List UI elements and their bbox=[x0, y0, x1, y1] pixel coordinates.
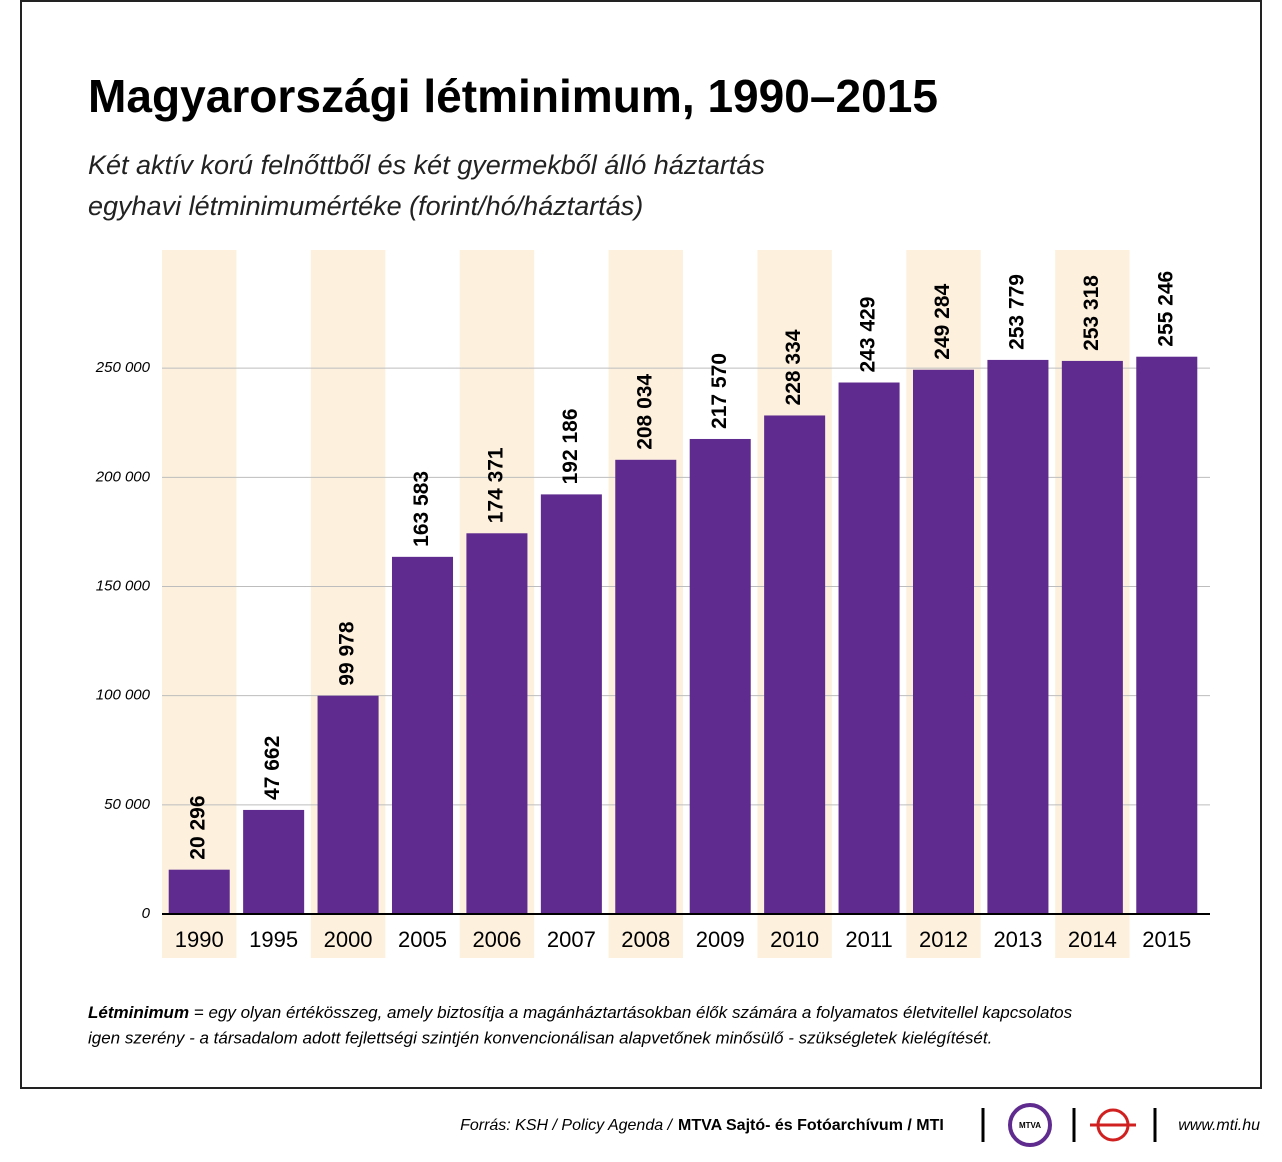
x-tick-label: 2009 bbox=[696, 927, 745, 952]
url: www.mti.hu bbox=[1178, 1117, 1260, 1134]
x-tick-label: 2005 bbox=[398, 927, 447, 952]
x-tick-label: 2010 bbox=[770, 927, 819, 952]
value-label: 255 246 bbox=[1154, 271, 1177, 347]
bar bbox=[1136, 356, 1198, 914]
logo bbox=[1008, 1103, 1052, 1147]
subtitle: egyhavi létminimumértéke (forint/hó/házt… bbox=[88, 191, 643, 221]
value-label: 174 371 bbox=[484, 447, 507, 523]
value-label: 99 978 bbox=[336, 621, 359, 686]
bar bbox=[466, 533, 528, 914]
chart-title: Magyarországi létminimum, 1990–2015 bbox=[88, 70, 938, 122]
value-label: 228 334 bbox=[782, 329, 805, 405]
value-label: 47 662 bbox=[261, 736, 284, 800]
value-label: 253 318 bbox=[1080, 275, 1103, 351]
x-tick-label: 2011 bbox=[845, 927, 892, 952]
y-tick-label: 200 000 bbox=[95, 468, 151, 485]
bar bbox=[912, 369, 975, 914]
frame bbox=[20, 0, 1262, 1089]
bar bbox=[540, 494, 602, 914]
x-tick-label: 2012 bbox=[919, 927, 968, 952]
x-tick-label: 2013 bbox=[993, 927, 1042, 952]
bar bbox=[168, 869, 230, 914]
x-tick-label: 2008 bbox=[621, 927, 670, 952]
footnote-term: Létminimum bbox=[88, 1003, 189, 1022]
x-tick-label: 2015 bbox=[1142, 927, 1191, 952]
value-label: 243 429 bbox=[857, 297, 880, 373]
logo-text: MTVA bbox=[1019, 1121, 1041, 1130]
value-label: 249 284 bbox=[931, 283, 954, 359]
bar bbox=[987, 359, 1049, 914]
source: Forrás: KSH / Policy Agenda / bbox=[460, 1117, 673, 1134]
bar bbox=[764, 415, 826, 914]
bar bbox=[838, 382, 900, 915]
x-tick-label: 2006 bbox=[472, 927, 521, 952]
footnote: Létminimum = egy olyan értékösszeg, amel… bbox=[88, 1003, 1073, 1022]
value-label: 253 779 bbox=[1005, 274, 1028, 350]
y-tick-label: 100 000 bbox=[96, 687, 151, 704]
source-agency: MTVA Sajtó- és Fotóarchívum / MTI bbox=[678, 1117, 944, 1134]
x-tick-label: 1990 bbox=[175, 927, 224, 952]
bars: 20 296 47 662 99 978 163 583 174 371 192 186 2… bbox=[168, 271, 1198, 915]
x-tick-label: 2007 bbox=[547, 927, 596, 952]
footnote-text: igen szerény - a társadalom adott fejlet… bbox=[88, 1028, 992, 1047]
bar bbox=[615, 459, 677, 914]
value-label: 20 296 bbox=[187, 795, 210, 859]
bar bbox=[243, 809, 305, 914]
y-tick-label: 50 000 bbox=[104, 796, 151, 813]
y-tick-label: 250 000 bbox=[95, 359, 151, 376]
x-tick-label: 1995 bbox=[249, 927, 298, 952]
bar bbox=[391, 556, 454, 914]
value-label: 217 570 bbox=[708, 353, 731, 429]
x-tick-label: 2014 bbox=[1068, 927, 1117, 952]
value-label: 163 583 bbox=[410, 471, 433, 547]
bar bbox=[689, 438, 751, 914]
subtitle: Két aktív korú felnőttből és két gyermek… bbox=[88, 150, 765, 180]
bar bbox=[1061, 360, 1123, 914]
x-tick-label: 2000 bbox=[324, 927, 373, 952]
bar bbox=[317, 695, 379, 914]
footnote-text: = egy olyan értékösszeg, amely biztosítj… bbox=[194, 1003, 1073, 1022]
y-tick-label: 0 bbox=[142, 905, 151, 922]
y-tick-label: 150 000 bbox=[96, 577, 151, 594]
value-label: 208 034 bbox=[633, 374, 656, 450]
value-label: 192 186 bbox=[559, 408, 582, 484]
